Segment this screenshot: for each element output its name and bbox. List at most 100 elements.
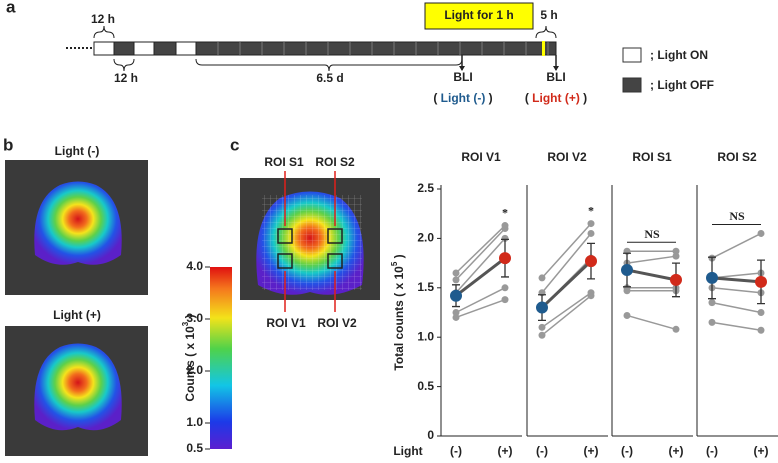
y-axis-label-exp: 5 [390,261,399,266]
mean-line [540,260,593,309]
mean-point [585,255,597,268]
mean-point [621,264,633,277]
subject-point [623,311,631,319]
mean-line [455,256,506,297]
subject-point [501,284,509,292]
mean-point [755,275,767,288]
chart-title: ROI S2 [717,150,757,164]
subject-point [452,313,460,321]
subject-point [452,309,460,316]
subject-point [757,229,765,237]
x-tick-label: (+) [498,444,513,458]
y-tick-label: 2.0 [417,231,434,245]
subject-line [455,287,506,314]
interval-label: 5 h [540,8,557,22]
bli-condition: ( Light (-) ) [433,91,492,105]
significance-label: * [588,203,594,217]
subject-line [455,237,506,294]
significance-label: * [502,205,508,219]
subject-point [672,252,680,260]
bli-condition: ( Light (+) ) [525,91,587,105]
colorbar-tick-label: 1.0 [186,415,203,429]
interval-label: 12 h [114,71,138,85]
roi-grid [262,195,362,290]
image-label: Light (-) [55,144,100,158]
mean-point [499,252,511,265]
subject-line [711,287,762,294]
chart-title: ROI S1 [632,150,672,164]
light-box [424,2,534,30]
subject-line [455,225,506,274]
subject-line [455,228,506,281]
subject-point [757,326,765,334]
roi-boxes [277,228,343,269]
y-axis-label-part: Total counts ( x 10 [392,266,406,371]
bli-label: BLI [453,70,472,84]
y-tick-label: 0.5 [417,379,434,393]
legend-swatch [622,47,642,63]
x-tick-label: (+) [584,444,599,458]
y-tick-label: 1.5 [417,280,434,294]
chart-title: ROI V2 [547,150,587,164]
panel-label: c [230,135,239,154]
x-tick-label: (+) [669,444,684,458]
significance-label: NS [729,209,745,223]
light-on-block [93,41,115,56]
x-tick-label: (-) [621,444,633,458]
arrow-head [553,66,559,71]
subject-line [455,298,506,319]
brace [195,58,463,72]
legend-label: ; Light OFF [650,78,714,92]
subject-point [538,331,546,339]
y-axis-label-part: ) [392,254,406,261]
mean-point [450,289,462,302]
mean-point [536,301,548,314]
colorbar-tick-label: 4.0 [186,259,203,273]
x-lead-label: Light [393,444,422,458]
subject-line [626,255,677,264]
roi-label: ROI S2 [315,155,355,169]
mean-line [626,268,677,282]
light-on-block [133,41,155,56]
subject-point [672,247,680,255]
subject-line [711,232,762,259]
brace [93,25,115,39]
subject-line [711,301,762,314]
x-tick-label: (+) [754,444,769,458]
subject-line [711,321,762,332]
subject-point [623,287,631,295]
bli-label: BLI [546,70,565,84]
subject-point [452,269,460,277]
subject-point [501,296,509,304]
subject-line [626,314,677,331]
subject-point [587,220,595,228]
panel-label: a [6,0,16,16]
brace [535,25,557,39]
subject-line [541,232,592,294]
colorbar-tick-label: 3.0 [186,311,203,325]
x-tick-label: (-) [706,444,718,458]
mean-point [670,273,682,286]
subject-line [541,223,592,279]
significance-label: NS [644,227,660,241]
legend-label: ; Light ON [650,48,708,62]
x-tick-label: (-) [536,444,548,458]
light-off-block [195,41,557,56]
light-off-block [153,41,177,56]
subject-point [708,318,716,326]
y-tick-label: 0 [427,428,434,442]
interval-label: 12 h [91,12,115,26]
y-tick-label: 2.5 [417,181,434,195]
roi-label: ROI V2 [317,316,357,330]
subject-line [541,295,592,336]
subject-point [672,325,680,333]
colorbar-tick-label: 2.0 [186,363,203,377]
subject-point [501,234,509,242]
light-on-block [175,41,197,56]
subject-line [541,292,592,328]
light-off-block [113,41,135,56]
mean-point [706,271,718,284]
arrow-head [459,66,465,71]
